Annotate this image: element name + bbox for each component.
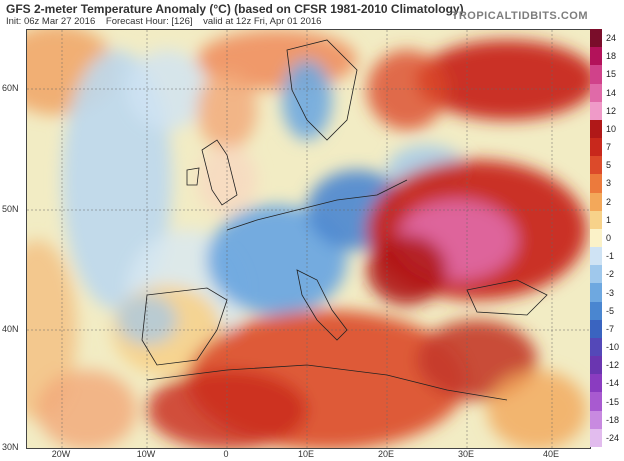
colorbar-label: 10 bbox=[606, 123, 617, 134]
colorbar-segment bbox=[590, 47, 602, 66]
colorbar-label: 18 bbox=[606, 51, 617, 62]
coastlines bbox=[141, 39, 548, 401]
map-canvas bbox=[27, 30, 590, 448]
colorbar-label: -3 bbox=[606, 287, 615, 298]
lon-label-30e: 30E bbox=[457, 449, 475, 459]
colorbar-segment bbox=[590, 356, 602, 375]
colorbar-segment bbox=[590, 247, 602, 266]
anomaly-field bbox=[27, 30, 590, 448]
colorbar-segment bbox=[590, 283, 602, 303]
colorbar-segment bbox=[590, 192, 602, 212]
colorbar-segment bbox=[590, 228, 602, 248]
colorbar-segment bbox=[590, 101, 602, 121]
init-time: Init: 06z Mar 27 2016 bbox=[6, 16, 96, 27]
lon-label-10w: 10W bbox=[136, 449, 156, 459]
colorbar-label: 14 bbox=[606, 87, 617, 98]
colorbar-segment bbox=[590, 301, 602, 321]
colorbar-segment bbox=[590, 83, 602, 103]
lat-label-40n: 40N bbox=[2, 324, 19, 334]
colorbar bbox=[590, 29, 602, 448]
colorbar-segment bbox=[590, 392, 602, 412]
valid-time: valid at 12z Fri, Apr 01 2016 bbox=[203, 16, 322, 27]
colorbar-label: 0 bbox=[606, 233, 612, 243]
colorbar-label: -12 bbox=[606, 360, 620, 371]
colorbar-label: -5 bbox=[606, 305, 615, 316]
lon-label-40e: 40E bbox=[542, 449, 560, 459]
lon-label-20e: 20E bbox=[377, 449, 395, 459]
colorbar-segment bbox=[590, 319, 602, 339]
colorbar-label: -18 bbox=[606, 414, 620, 425]
lat-label-50n: 50N bbox=[2, 204, 19, 214]
colorbar-label: 1 bbox=[606, 214, 612, 225]
colorbar-segment bbox=[590, 265, 602, 284]
lon-label-10e: 10E bbox=[297, 449, 315, 459]
colorbar-label: -10 bbox=[606, 342, 620, 353]
colorbar-segment bbox=[590, 138, 602, 157]
colorbar-segment bbox=[590, 174, 602, 194]
colorbar-segment bbox=[590, 210, 602, 230]
lat-label-60n: 60N bbox=[2, 83, 19, 93]
colorbar-label: -14 bbox=[606, 378, 620, 389]
colorbar-label: 5 bbox=[606, 160, 612, 171]
colorbar-label: 3 bbox=[606, 178, 612, 189]
lon-label-0: 0 bbox=[223, 449, 229, 459]
colorbar-label: -15 bbox=[606, 396, 620, 407]
forecast-hour: Forecast Hour: [126] bbox=[105, 16, 193, 27]
colorbar-segment bbox=[590, 428, 602, 448]
colorbar-label: 2 bbox=[606, 196, 612, 207]
colorbar-label: 15 bbox=[606, 69, 617, 80]
colorbar-label: -2 bbox=[606, 269, 615, 280]
colorbar-label: -7 bbox=[606, 323, 615, 334]
header: GFS 2-meter Temperature Anomaly (°C) (ba… bbox=[0, 0, 624, 28]
map-title: GFS 2-meter Temperature Anomaly (°C) (ba… bbox=[6, 2, 464, 16]
colorbar-segment bbox=[590, 156, 602, 175]
map-subtitle: Init: 06z Mar 27 2016 Forecast Hour: [12… bbox=[6, 16, 329, 27]
colorbar-label: 24 bbox=[606, 33, 617, 44]
lon-label-20w: 20W bbox=[51, 449, 71, 459]
colorbar-label: 12 bbox=[606, 105, 617, 116]
colorbar-segment bbox=[590, 65, 602, 85]
brand-watermark: TROPICALTIDBITS.COM bbox=[451, 10, 588, 22]
colorbar-segment bbox=[590, 374, 602, 393]
colorbar-label: -1 bbox=[606, 251, 615, 262]
anomaly-map bbox=[26, 29, 591, 449]
colorbar-label: -24 bbox=[606, 432, 620, 443]
colorbar-segment bbox=[590, 29, 602, 48]
colorbar-segment bbox=[590, 410, 602, 430]
colorbar-segment bbox=[590, 119, 602, 139]
lat-label-30n: 30N bbox=[2, 442, 19, 452]
graticule bbox=[27, 30, 590, 448]
colorbar-label: 7 bbox=[606, 142, 612, 153]
colorbar-segment bbox=[590, 337, 602, 357]
